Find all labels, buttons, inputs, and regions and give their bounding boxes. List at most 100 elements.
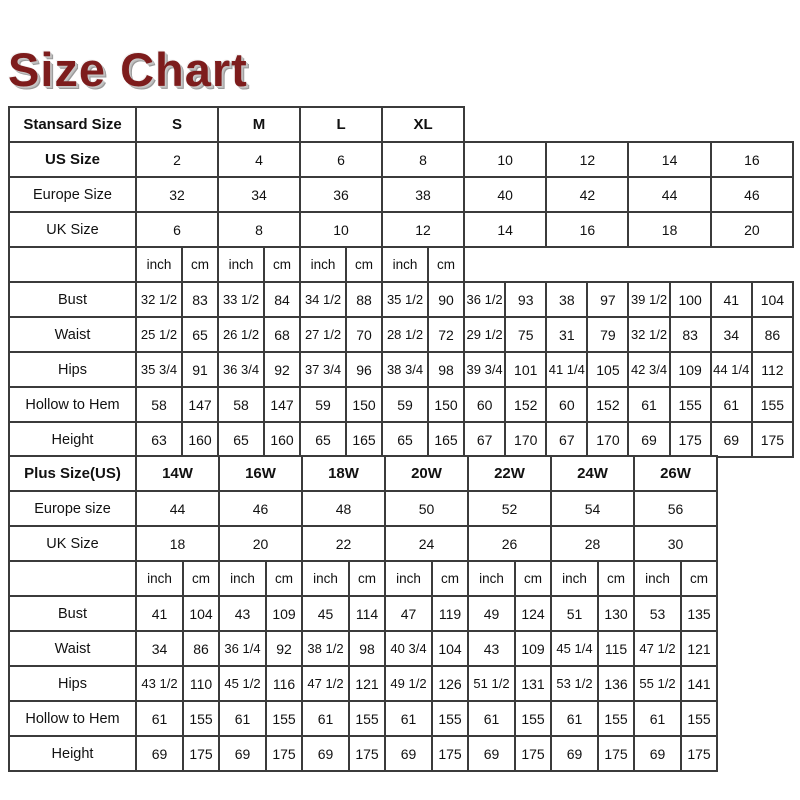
- cell-value: 131: [514, 665, 552, 702]
- unit-inch: inch: [135, 246, 183, 283]
- cell-value: 121: [348, 665, 386, 702]
- cell-value: 48: [301, 490, 386, 527]
- cell-value: 58: [217, 386, 266, 423]
- table-row: Europe size 44 46 48 50 52 54 56: [8, 490, 718, 527]
- cell-value: 72: [427, 316, 466, 353]
- cell-value: 45: [301, 595, 350, 632]
- row-header-label: Stansard Size: [8, 106, 137, 143]
- cell-value: 8: [217, 211, 302, 248]
- table-row: UK Size 6 8 10 12 14 16 18 20: [8, 211, 795, 248]
- cell-value: 147: [180, 386, 220, 423]
- cell-value: 109: [668, 351, 712, 388]
- plus-size-table: Plus Size(US) 14W 16W 18W 20W 22W 24W 26W Europe…: [8, 455, 718, 772]
- cell-value: 100: [668, 281, 712, 318]
- table-row: Bust 41 104 43 109 45 114 47 119 49 124 51 130 53 135: [8, 595, 718, 632]
- cell-value: 52: [467, 490, 552, 527]
- cell-value: 135: [680, 595, 718, 632]
- cell-value: 6: [134, 211, 220, 248]
- group-header-m: M: [217, 106, 302, 143]
- cell-value: 36 3/4: [217, 351, 266, 388]
- cell-value: 155: [680, 700, 718, 737]
- unit-cm: cm: [182, 560, 220, 597]
- unit-cm: cm: [514, 560, 552, 597]
- cell-value: 27 1/2: [299, 316, 348, 353]
- cell-value: 155: [265, 700, 303, 737]
- unit-inch: inch: [217, 246, 266, 283]
- cell-value: 2: [134, 141, 220, 178]
- table-row: Hips 35 3/4 91 36 3/4 92 37 3/4 96 38 3/4 98 39 3…: [8, 351, 795, 388]
- group-header-22w: 22W: [467, 455, 552, 492]
- unit-inch: inch: [218, 560, 267, 597]
- table-row: Height 63 160 65 160 65 165 65 165 67 170 67 170 69 17…: [8, 421, 795, 458]
- unit-cm: cm: [265, 560, 303, 597]
- cell-value: 69: [633, 735, 682, 772]
- unit-row: inch cm inch cm inch cm inch cm: [8, 246, 793, 283]
- unit-inch: inch: [550, 560, 599, 597]
- cell-value: 170: [586, 421, 630, 458]
- unit-inch: inch: [301, 560, 350, 597]
- table-row: Hips 43 1/2 110 45 1/2 116 47 1/2 121 49 1/2 126…: [8, 665, 718, 702]
- cell-value: 69: [384, 735, 433, 772]
- cell-value: 32 1/2: [135, 281, 183, 318]
- cell-value: 119: [431, 595, 469, 632]
- cell-value: 98: [427, 351, 466, 388]
- cell-value: 38 1/2: [301, 630, 350, 667]
- cell-value: 67: [463, 421, 507, 458]
- cell-value: 63: [135, 421, 183, 458]
- unit-inch: inch: [381, 246, 430, 283]
- cell-value: 115: [597, 630, 635, 667]
- cell-value: 22: [301, 525, 386, 562]
- cell-value: 165: [427, 421, 466, 458]
- row-label: Waist: [8, 316, 137, 353]
- row-label: Hips: [8, 665, 137, 702]
- table-row: Bust 32 1/2 83 33 1/2 84 34 1/2 88 35 1/2 90 36 1…: [8, 281, 795, 318]
- cell-value: 69: [301, 735, 350, 772]
- cell-value: 91: [180, 351, 220, 388]
- cell-value: 112: [750, 351, 795, 388]
- cell-value: 175: [265, 735, 303, 772]
- unit-cm: cm: [345, 246, 384, 283]
- cell-value: 175: [431, 735, 469, 772]
- unit-row-spacer: [8, 246, 137, 283]
- cell-value: 36 1/2: [463, 281, 507, 318]
- cell-value: 38: [545, 281, 589, 318]
- cell-value: 130: [597, 595, 635, 632]
- cell-value: 26: [467, 525, 552, 562]
- cell-value: 141: [680, 665, 718, 702]
- cell-value: 97: [586, 281, 630, 318]
- cell-value: 44: [135, 490, 220, 527]
- cell-value: 70: [345, 316, 384, 353]
- cell-value: 46: [709, 176, 795, 213]
- cell-value: 43: [218, 595, 267, 632]
- cell-value: 40 3/4: [384, 630, 433, 667]
- cell-value: 60: [545, 386, 589, 423]
- row-header-label: Plus Size(US): [8, 455, 137, 492]
- cell-value: 61: [301, 700, 350, 737]
- cell-value: 20: [218, 525, 303, 562]
- row-label: UK Size: [8, 525, 137, 562]
- cell-value: 155: [668, 386, 712, 423]
- unit-cm: cm: [180, 246, 220, 283]
- cell-value: 75: [504, 316, 548, 353]
- cell-value: 30: [633, 525, 718, 562]
- cell-value: 55 1/2: [633, 665, 682, 702]
- cell-value: 16: [709, 141, 795, 178]
- page-title: Size Chart: [8, 43, 248, 96]
- unit-inch: inch: [384, 560, 433, 597]
- cell-value: 110: [182, 665, 220, 702]
- row-label: Europe size: [8, 490, 137, 527]
- table-row: Hollow to Hem 61 155 61 155 61 155 61 155 61 155 61…: [8, 700, 718, 737]
- unit-row-spacer: [8, 560, 137, 597]
- unit-cm: cm: [680, 560, 718, 597]
- cell-value: 43: [467, 630, 516, 667]
- cell-value: 18: [135, 525, 220, 562]
- cell-value: 93: [504, 281, 548, 318]
- cell-value: 58: [135, 386, 183, 423]
- cell-value: 104: [750, 281, 795, 318]
- cell-value: 68: [263, 316, 302, 353]
- cell-value: 6: [299, 141, 384, 178]
- cell-value: 116: [265, 665, 303, 702]
- cell-value: 61: [709, 386, 753, 423]
- group-header-14w: 14W: [135, 455, 220, 492]
- cell-value: 124: [514, 595, 552, 632]
